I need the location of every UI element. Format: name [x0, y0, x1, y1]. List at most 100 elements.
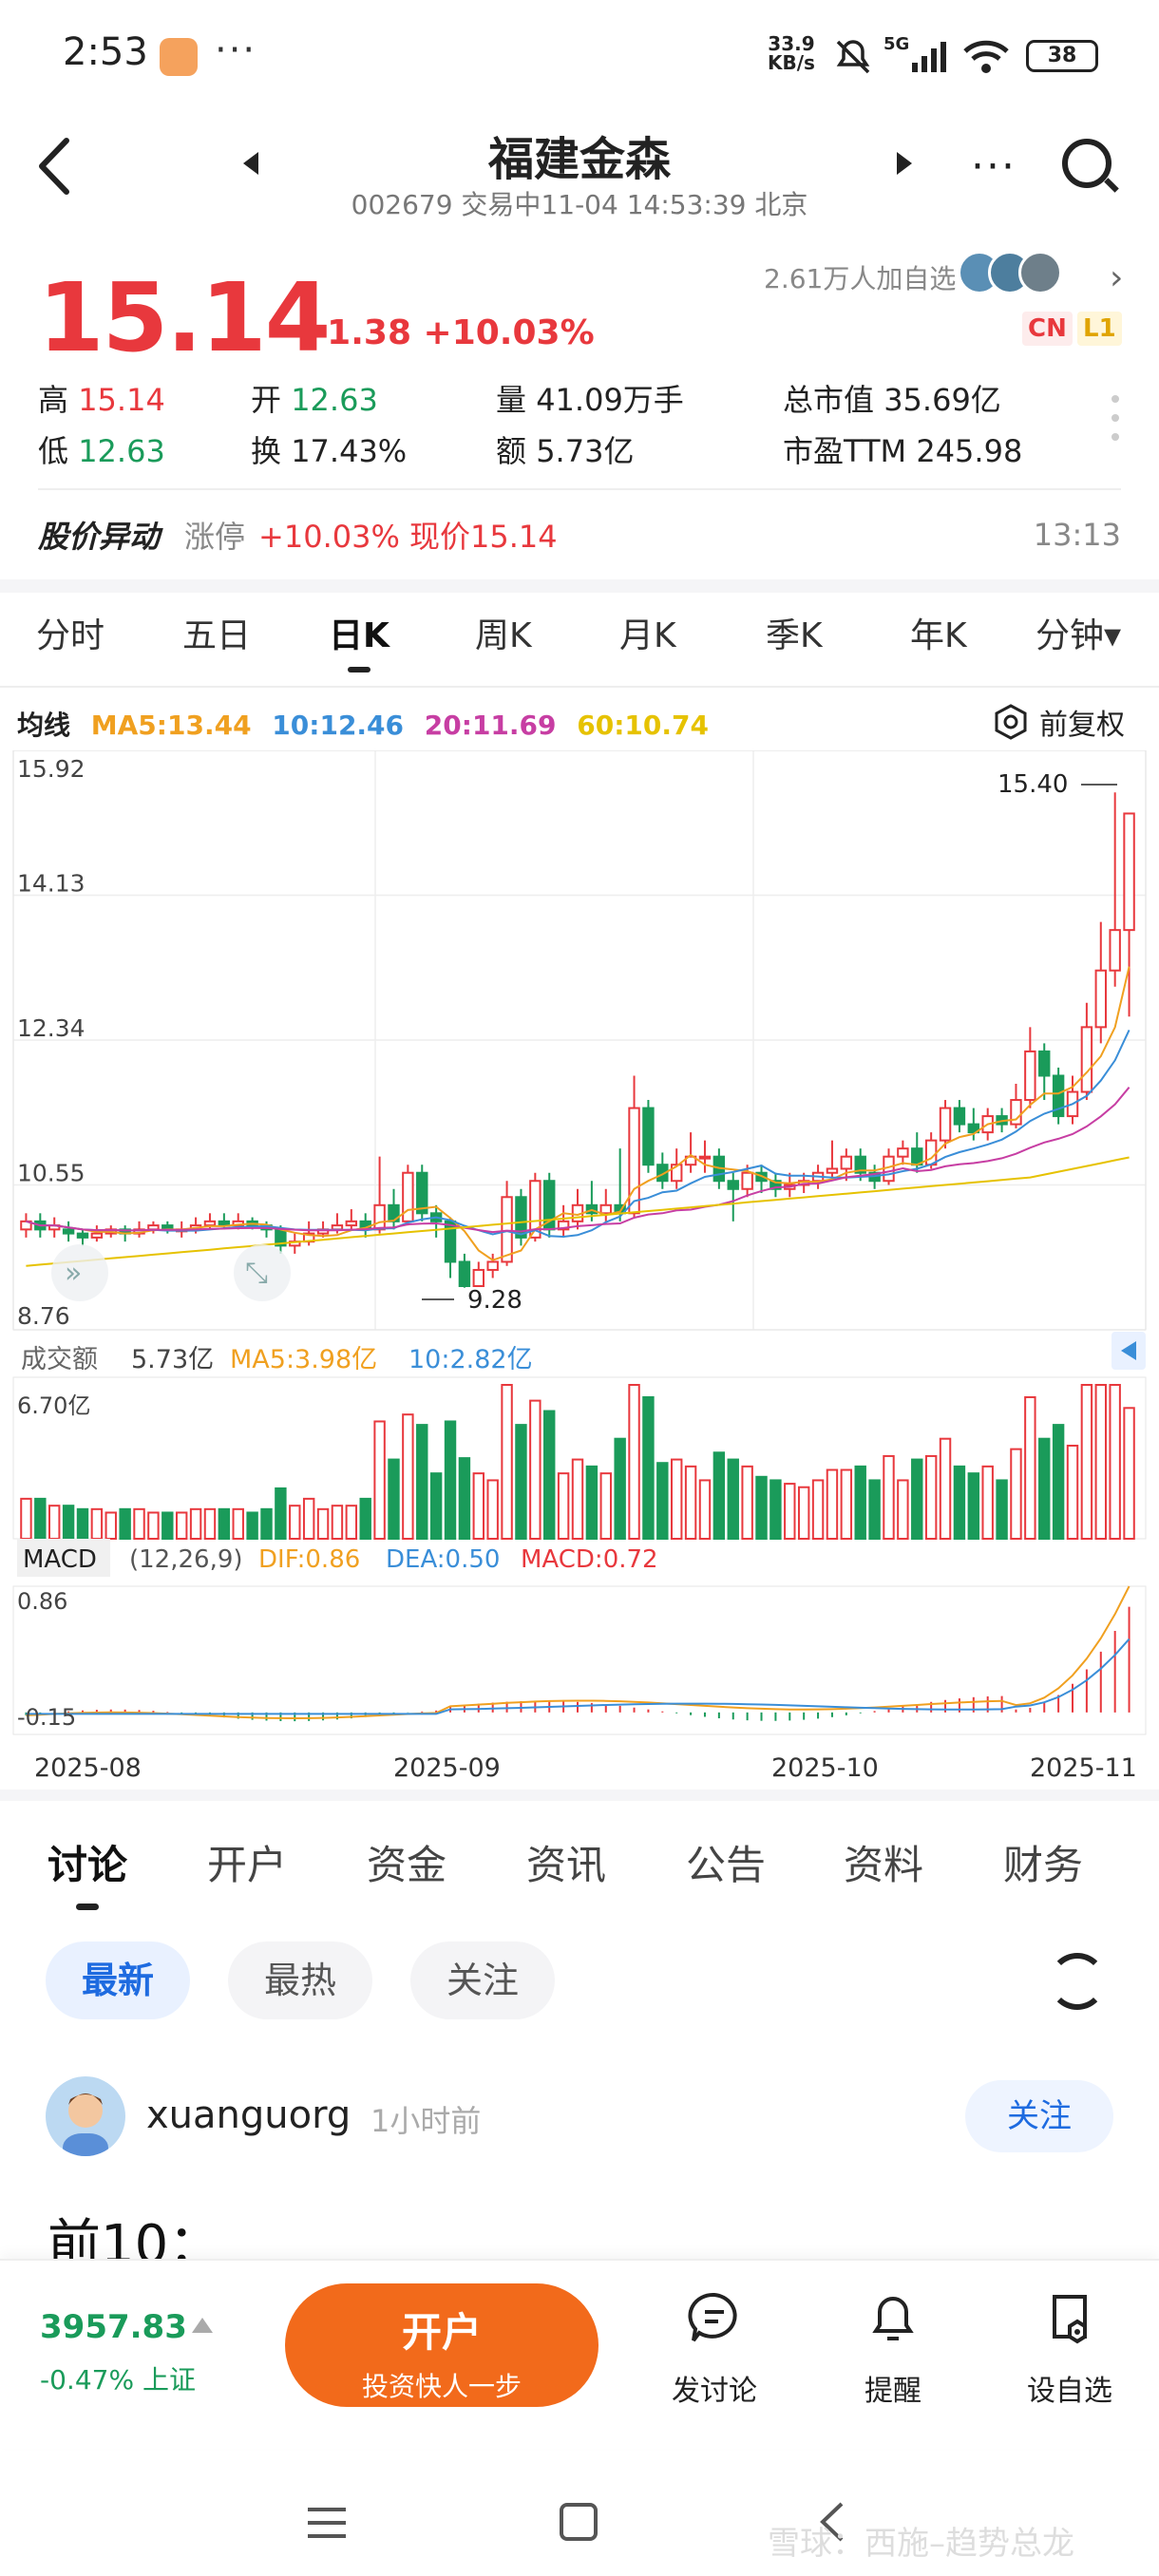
- candle-body: [1123, 812, 1135, 932]
- tab-monthly-k[interactable]: 月K: [619, 616, 676, 655]
- tab-daily-k[interactable]: 日K: [329, 608, 390, 672]
- ma-legend: 均线 MA5:13.44 10:12.46 20:11.69 60:10.74: [17, 705, 720, 743]
- search-icon[interactable]: [1062, 139, 1112, 188]
- volume-bar: [770, 1479, 782, 1541]
- l1-badge[interactable]: L1: [1077, 312, 1122, 346]
- follower-avatars[interactable]: [958, 251, 1062, 298]
- tab-news[interactable]: 资讯: [526, 1842, 607, 1888]
- tab-minute[interactable]: 分钟▾: [1036, 616, 1122, 655]
- next-stock-icon[interactable]: [897, 152, 912, 175]
- market-label: 北京: [754, 189, 808, 220]
- expand-left-button[interactable]: [51, 1244, 108, 1301]
- index-change[interactable]: -0.47% 上证: [40, 2364, 196, 2396]
- volume-bar: [515, 1424, 527, 1540]
- volume-bar: [712, 1451, 726, 1541]
- prev-stock-icon[interactable]: [243, 152, 258, 175]
- volume-bar: [571, 1458, 584, 1541]
- tab-intraday[interactable]: 分时: [36, 616, 105, 655]
- filter-hot[interactable]: 最热: [228, 1941, 373, 2019]
- tab-announcements[interactable]: 公告: [686, 1842, 767, 1888]
- tab-5day[interactable]: 五日: [182, 616, 252, 655]
- tab-discussion[interactable]: 讨论: [48, 1833, 127, 1910]
- candle-body: [939, 1107, 952, 1142]
- double-chevron-icon: »: [65, 1257, 82, 1290]
- ma-lines: [26, 966, 1130, 1267]
- mute-icon: [836, 40, 870, 74]
- net-speed-unit: KB/s: [768, 51, 815, 74]
- tab-financials[interactable]: 财务: [1003, 1842, 1084, 1888]
- volume-bar: [429, 1472, 443, 1541]
- volume-bar: [911, 1458, 923, 1541]
- volume-bar: [444, 1420, 457, 1540]
- watermark: 雪球：西施–趋势总龙: [768, 2525, 1074, 2563]
- back-nav-icon[interactable]: [817, 2500, 846, 2544]
- volume-bar: [104, 1511, 117, 1541]
- menu-icon[interactable]: [306, 2504, 348, 2542]
- volume-bar: [90, 1507, 104, 1541]
- tab-funds[interactable]: 资金: [367, 1842, 447, 1888]
- filter-latest[interactable]: 最新: [46, 1941, 191, 2019]
- change-pct: +10.03%: [423, 313, 595, 352]
- refresh-icon[interactable]: [1049, 1953, 1106, 2010]
- tab-weekly-k[interactable]: 周K: [475, 616, 532, 655]
- tab-quarterly-k[interactable]: 季K: [766, 616, 823, 655]
- home-icon[interactable]: [559, 2502, 598, 2542]
- remind-button[interactable]: 提醒: [836, 2289, 950, 2409]
- volume-bar: [232, 1507, 244, 1541]
- candle-body: [741, 1171, 753, 1190]
- price-alert-row[interactable]: 股价异动 涨停 +10.03% 现价15.14 13:13: [38, 513, 1121, 557]
- back-icon[interactable]: [34, 135, 76, 198]
- fullscreen-button[interactable]: [234, 1244, 291, 1301]
- tab-profile[interactable]: 资料: [844, 1842, 924, 1888]
- follow-button[interactable]: 关注: [965, 2080, 1113, 2152]
- add-watchlist-button[interactable]: 设自选: [1013, 2289, 1127, 2409]
- volume-bar: [416, 1424, 428, 1540]
- volume-bar: [868, 1479, 881, 1541]
- volume-bar: [203, 1507, 217, 1541]
- tab-open-account[interactable]: 开户: [207, 1842, 288, 1888]
- ma60-value: 60:10.74: [577, 710, 709, 741]
- macd-bottom-label: -0.15: [17, 1704, 76, 1731]
- avatar: [1018, 251, 1062, 294]
- chevron-right-icon[interactable]: ›: [1110, 258, 1124, 297]
- open-account-button[interactable]: 开户 投资快人一步: [285, 2283, 598, 2407]
- tab-yearly-k[interactable]: 年K: [910, 616, 967, 655]
- volume-top-label: 6.70亿: [17, 1392, 90, 1419]
- volume-bar: [755, 1475, 768, 1540]
- y-axis-labels: 15.92 14.13 12.34 10.55 8.76: [17, 755, 86, 1330]
- dea-line: [26, 1638, 1130, 1715]
- candle-body: [529, 1180, 542, 1239]
- volume-bar: [373, 1420, 386, 1540]
- index-value[interactable]: 3957.83: [40, 2308, 187, 2346]
- adjust-selector[interactable]: 前复权: [992, 701, 1125, 743]
- volume-bar: [585, 1465, 598, 1540]
- candle-body: [62, 1228, 75, 1235]
- watchlist-icon: [1053, 2295, 1087, 2344]
- network-speed: 33.9 KB/s: [768, 34, 815, 72]
- chat-bubble-icon: [688, 2292, 737, 2342]
- post-username[interactable]: xuanguorg: [146, 2093, 352, 2137]
- stock-subtitle: 002679 交易中11-04 14:53:39 北京: [0, 184, 1159, 222]
- more-icon[interactable]: ···: [971, 142, 1016, 191]
- volume-bar: [162, 1511, 174, 1541]
- avatar[interactable]: [46, 2076, 125, 2156]
- followers-count[interactable]: 2.61万人加自选: [764, 263, 957, 294]
- expand-dots-icon[interactable]: [1112, 395, 1119, 452]
- open-account-label: 开户: [401, 2309, 482, 2356]
- volume-bar: [402, 1413, 414, 1540]
- volume-bar: [883, 1454, 895, 1540]
- volume-bar: [119, 1507, 131, 1541]
- volume-bar: [543, 1410, 556, 1540]
- cn-badge[interactable]: CN: [1022, 312, 1073, 346]
- divider: [0, 686, 1159, 688]
- candle-body: [1038, 1050, 1051, 1077]
- post-discussion-button[interactable]: 发讨论: [657, 2289, 771, 2409]
- volume-bar: [316, 1507, 330, 1541]
- volume-bar: [388, 1458, 400, 1541]
- macd-label: MACD: [23, 1545, 97, 1574]
- ma5-value: MA5:13.44: [90, 710, 252, 741]
- filter-following[interactable]: 关注: [410, 1941, 556, 2019]
- period-tabs: 分时 五日 日K 周K 月K 季K 年K 分钟▾: [0, 608, 1159, 674]
- volume-bar: [826, 1468, 839, 1541]
